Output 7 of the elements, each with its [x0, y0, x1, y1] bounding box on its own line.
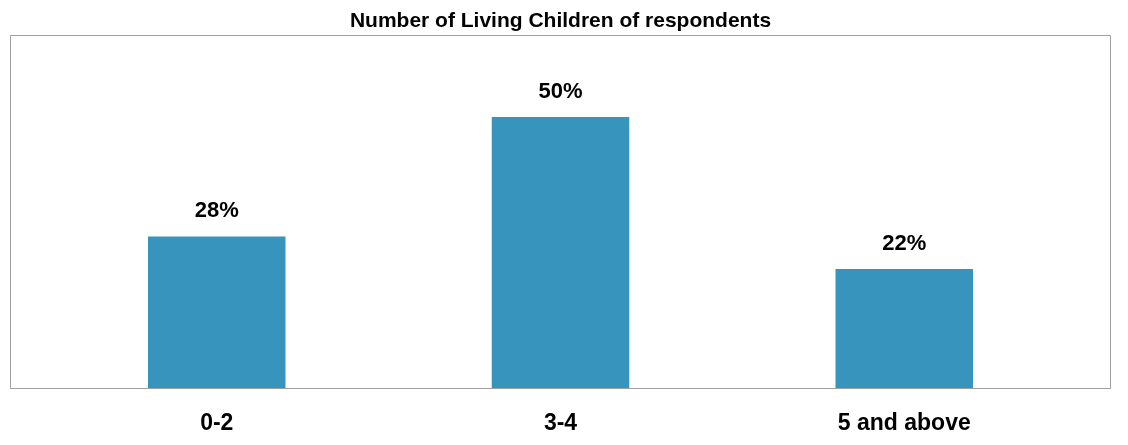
- x-tick-label: 0-2: [200, 408, 234, 435]
- data-label: 50%: [538, 77, 583, 103]
- data-label: 22%: [882, 230, 927, 256]
- x-tick-label: 3-4: [543, 408, 578, 435]
- data-label: 28%: [194, 197, 239, 223]
- chart-title: Number of Living Children of respondents: [349, 7, 772, 31]
- x-tick-label: 5 and above: [837, 408, 971, 435]
